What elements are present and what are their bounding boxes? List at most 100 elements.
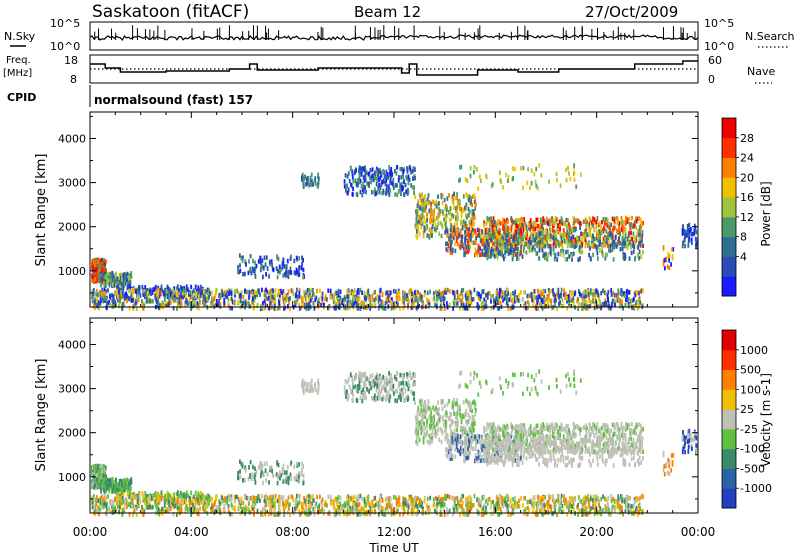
power-cell <box>592 252 595 258</box>
power-cell <box>526 305 529 311</box>
power-cell <box>160 290 163 296</box>
power-cell <box>452 200 455 206</box>
power-cell <box>227 297 230 303</box>
power-cell <box>432 211 434 217</box>
power-cell <box>570 230 573 235</box>
power-cell <box>430 218 433 223</box>
power-cell <box>548 218 551 224</box>
power-cell <box>573 177 576 183</box>
power-cell <box>314 297 317 303</box>
power-cell <box>637 303 640 309</box>
power-cell <box>450 239 453 245</box>
power-cell <box>141 298 143 304</box>
velocity-cell <box>295 473 298 479</box>
power-cell <box>206 290 208 295</box>
power-cell <box>573 240 576 245</box>
power-cell <box>596 234 599 240</box>
power-cell <box>385 187 388 193</box>
power-cell <box>603 290 606 295</box>
power-cell <box>101 278 104 284</box>
power-cell <box>561 243 564 248</box>
power-cell <box>104 283 107 288</box>
power-cell <box>266 289 269 294</box>
velocity-cell <box>282 467 285 473</box>
velocity-cell <box>103 468 106 473</box>
power-cell <box>358 165 361 170</box>
power-cell <box>318 297 321 302</box>
velocity-cell <box>283 478 286 483</box>
power-cell <box>483 297 486 302</box>
power-cell <box>502 223 505 229</box>
power-cell <box>123 300 125 306</box>
velocity-cell <box>108 482 111 487</box>
power-cell <box>616 228 618 233</box>
power-cell <box>343 179 346 184</box>
power-cell <box>559 300 562 306</box>
power-cell <box>249 253 252 259</box>
power-cell <box>256 302 259 308</box>
velocity-cell <box>276 460 278 465</box>
power-cell <box>224 290 226 295</box>
velocity-cell <box>365 376 368 381</box>
power-cell <box>298 256 301 261</box>
power-cell <box>465 227 468 233</box>
power-cell <box>561 232 564 238</box>
power-cell <box>103 262 106 267</box>
power-cell <box>523 217 526 222</box>
power-cell <box>603 242 605 247</box>
power-cell <box>251 300 254 305</box>
power-cell <box>439 303 442 308</box>
power-cell <box>685 233 688 238</box>
velocity-cell <box>111 482 114 488</box>
power-cell <box>358 177 361 182</box>
power-cell <box>634 235 637 241</box>
velocity-cell <box>275 472 278 477</box>
power-cell <box>118 276 121 282</box>
power-cell <box>485 221 488 226</box>
velocity-cell <box>247 476 250 482</box>
power-cell <box>494 235 497 241</box>
power-cell <box>511 166 514 171</box>
power-cell <box>269 289 271 294</box>
power-cell <box>550 233 552 239</box>
power-cell <box>670 262 673 267</box>
power-cell <box>440 296 443 301</box>
power-cell <box>443 306 446 312</box>
power-cell <box>383 174 386 180</box>
power-cell <box>104 295 106 301</box>
power-cell <box>581 297 584 302</box>
velocity-cell <box>167 493 170 498</box>
power-cell <box>226 294 229 300</box>
power-cell <box>414 175 416 181</box>
power-cell <box>525 241 528 247</box>
power-cell <box>191 290 194 295</box>
velocity-cell <box>266 472 269 477</box>
power-cell <box>375 181 378 187</box>
power-cell <box>559 241 562 247</box>
power-cell <box>126 271 129 277</box>
power-cell <box>495 231 497 236</box>
power-cell <box>106 271 109 277</box>
power-cell <box>549 246 552 252</box>
power-cell <box>473 164 476 170</box>
power-cell <box>377 173 380 179</box>
power-cell <box>348 294 351 300</box>
power-cell <box>516 295 519 300</box>
power-cell <box>623 243 626 249</box>
power-cell <box>484 244 487 249</box>
power-cell <box>281 290 283 296</box>
power-cell <box>554 215 557 221</box>
power-cell <box>328 305 331 311</box>
power-cell <box>400 175 403 180</box>
power-cell <box>593 227 596 232</box>
power-cell <box>445 241 447 247</box>
power-cell <box>510 224 513 230</box>
power-cell <box>522 248 525 254</box>
power-cell <box>345 183 348 188</box>
power-cell <box>641 288 644 294</box>
power-cell <box>259 267 262 273</box>
power-cell <box>332 295 335 301</box>
power-cell <box>435 204 438 209</box>
power-cell <box>503 256 505 262</box>
velocity-cell <box>301 378 304 384</box>
